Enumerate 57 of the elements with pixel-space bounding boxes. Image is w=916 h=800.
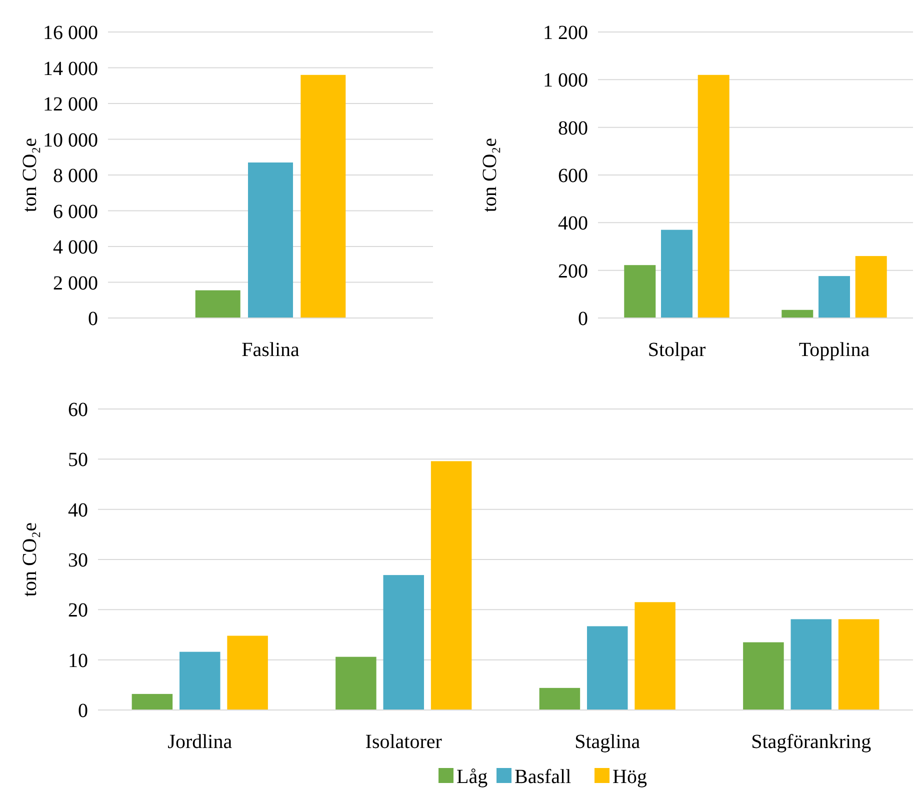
y-tick-label: 6 000 — [53, 200, 98, 223]
bar — [838, 619, 880, 710]
bar — [336, 656, 376, 710]
y-tick-label: 8 000 — [53, 165, 98, 187]
y-tick-label: 20 — [68, 600, 88, 622]
y-tick-label: 14 000 — [43, 58, 98, 80]
bar — [195, 290, 240, 318]
y-axis-title: ton CO₂e — [19, 138, 41, 212]
bar — [587, 626, 628, 710]
bar — [227, 636, 268, 710]
y-tick-label: 0 — [88, 308, 98, 330]
legend-label: Basfall — [514, 766, 572, 788]
y-tick-label: 400 — [558, 212, 588, 235]
legend-label: Hög — [612, 766, 647, 788]
y-tick-label: 50 — [68, 449, 88, 472]
y-tick-label: 0 — [578, 308, 588, 330]
y-tick-label: 1 000 — [543, 70, 588, 92]
y-tick-label: 30 — [68, 550, 88, 572]
bar — [430, 461, 472, 710]
y-tick-label: 4 000 — [53, 236, 98, 258]
bar — [855, 256, 887, 318]
bar — [790, 619, 832, 710]
y-tick-label: 0 — [78, 700, 88, 722]
bar — [698, 74, 730, 318]
y-axis-title: ton CO₂e — [479, 138, 501, 212]
bar — [818, 276, 850, 318]
y-tick-label: 200 — [558, 260, 588, 282]
y-tick-label: 10 — [68, 650, 88, 672]
y-tick-label: 60 — [68, 399, 88, 421]
y-tick-label: 600 — [558, 165, 588, 187]
y-tick-label: 1 200 — [543, 22, 588, 44]
y-tick-label: 16 000 — [43, 22, 98, 44]
bar — [743, 642, 784, 710]
x-tick-label: Staglina — [574, 731, 640, 753]
bar — [132, 694, 173, 710]
bar — [782, 310, 814, 318]
y-tick-label: 800 — [558, 117, 588, 140]
bar — [539, 688, 580, 710]
bar — [624, 265, 656, 318]
y-tick-label: 40 — [68, 499, 88, 522]
x-tick-label: Jordlina — [168, 731, 232, 753]
bar — [383, 575, 424, 710]
bar — [180, 652, 220, 710]
y-tick-label: 10 000 — [43, 129, 98, 152]
x-tick-label: Faslina — [242, 339, 300, 361]
x-tick-label: Stagförankring — [751, 731, 872, 753]
x-tick-label: Stolpar — [648, 339, 706, 361]
legend-label: Låg — [456, 766, 488, 788]
y-tick-label: 2 000 — [53, 272, 98, 294]
bar — [634, 602, 676, 710]
bar — [248, 162, 293, 318]
x-tick-label: Topplina — [798, 339, 870, 361]
y-axis-title: ton CO₂e — [19, 522, 41, 597]
y-tick-label: 12 000 — [43, 94, 98, 116]
bar — [300, 74, 346, 318]
x-tick-label: Isolatorer — [365, 731, 442, 753]
bar — [661, 230, 692, 318]
